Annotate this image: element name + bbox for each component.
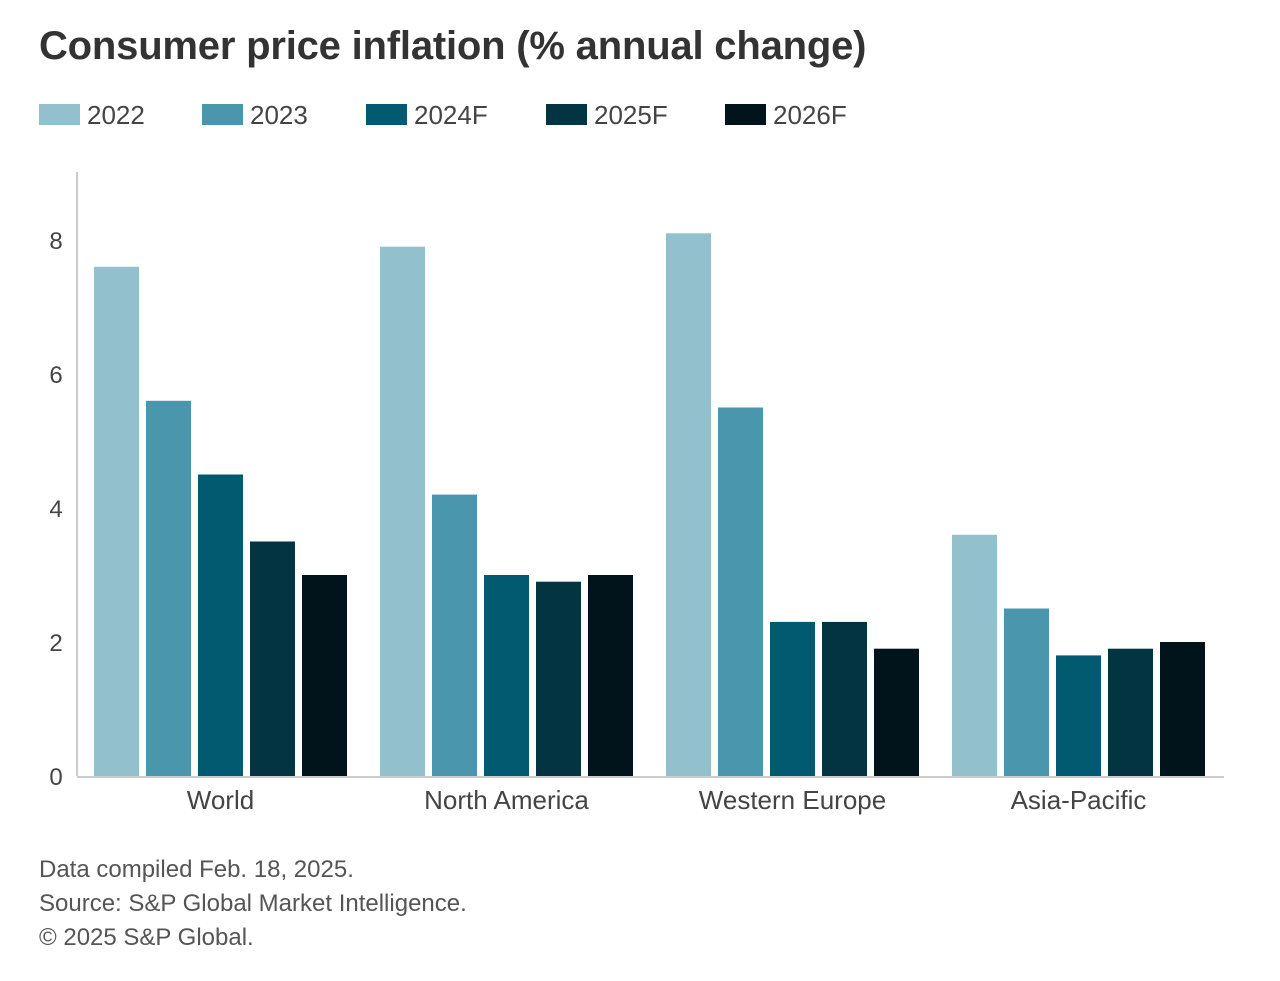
bar-western-europe-2026f bbox=[874, 648, 919, 776]
bar-world-2024f bbox=[198, 474, 243, 776]
bar-western-europe-2025f bbox=[822, 621, 867, 776]
legend-swatch-2023 bbox=[202, 104, 243, 125]
bar-asia-pacific-2026f bbox=[1160, 642, 1205, 776]
x-category-label: Western Europe bbox=[699, 785, 886, 815]
legend-swatch-2025f bbox=[546, 104, 587, 125]
legend-swatch-2026f bbox=[725, 104, 766, 125]
bar-asia-pacific-2024f bbox=[1056, 655, 1101, 776]
bar-north-america-2022 bbox=[380, 246, 425, 776]
legend-label-2023: 2023 bbox=[250, 100, 308, 130]
copyright-note: © 2025 S&P Global. bbox=[39, 924, 254, 951]
bar-world-2023 bbox=[146, 400, 191, 776]
bar-world-2025f bbox=[250, 541, 295, 776]
y-tick-label: 2 bbox=[49, 630, 62, 657]
y-tick-label: 0 bbox=[49, 764, 62, 791]
bar-north-america-2025f bbox=[536, 581, 581, 776]
bar-western-europe-2022 bbox=[666, 233, 711, 777]
legend-label-2024f: 2024F bbox=[414, 100, 488, 130]
y-tick-label: 8 bbox=[49, 228, 62, 255]
bar-asia-pacific-2023 bbox=[1004, 608, 1049, 776]
legend-label-2025f: 2025F bbox=[594, 100, 668, 130]
x-category-label: Asia-Pacific bbox=[1011, 785, 1147, 815]
bar-world-2026f bbox=[302, 575, 347, 776]
source-note: Source: S&P Global Market Intelligence. bbox=[39, 890, 467, 917]
bar-western-europe-2024f bbox=[770, 621, 815, 776]
chart-title: Consumer price inflation (% annual chang… bbox=[39, 24, 867, 68]
y-tick-label: 4 bbox=[49, 496, 62, 523]
bar-western-europe-2023 bbox=[718, 407, 763, 776]
bar-world-2022 bbox=[94, 266, 139, 776]
footer-notes: Data compiled Feb. 18, 2025. Source: S&P… bbox=[39, 853, 467, 955]
legend-label-2026f: 2026F bbox=[773, 100, 847, 130]
x-category-label: World bbox=[187, 785, 254, 815]
bar-asia-pacific-2022 bbox=[952, 534, 997, 776]
legend-swatch-2022 bbox=[39, 104, 80, 125]
bar-north-america-2024f bbox=[484, 575, 529, 776]
x-category-label: North America bbox=[424, 785, 589, 815]
bar-north-america-2026f bbox=[588, 575, 633, 776]
bar-asia-pacific-2025f bbox=[1108, 648, 1153, 776]
bar-north-america-2023 bbox=[432, 494, 477, 776]
y-tick-label: 6 bbox=[49, 362, 62, 389]
legend-swatch-2024f bbox=[366, 104, 407, 125]
data-compiled-note: Data compiled Feb. 18, 2025. bbox=[39, 856, 354, 883]
legend-label-2022: 2022 bbox=[87, 100, 145, 130]
